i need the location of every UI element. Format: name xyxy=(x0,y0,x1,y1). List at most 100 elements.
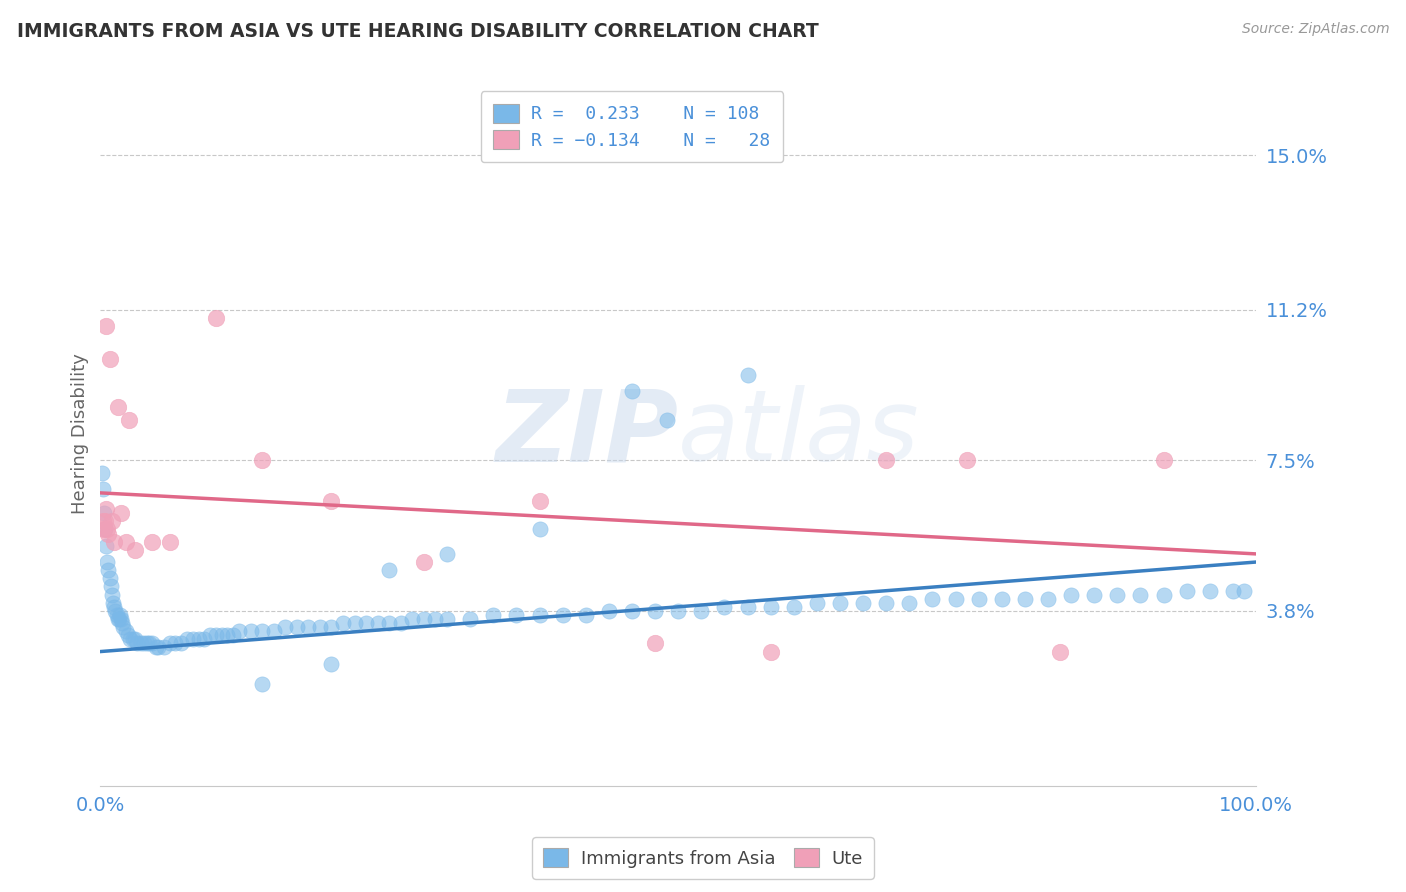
Point xyxy=(783,599,806,614)
Point xyxy=(1036,591,1059,606)
Legend: R =  0.233    N = 108, R = −0.134    N =   28: R = 0.233 N = 108, R = −0.134 N = 28 xyxy=(481,91,783,162)
Point xyxy=(1107,588,1129,602)
Text: Source: ZipAtlas.com: Source: ZipAtlas.com xyxy=(1241,22,1389,37)
Point xyxy=(250,677,273,691)
Point xyxy=(117,628,139,642)
Point xyxy=(945,591,967,606)
Point xyxy=(852,596,875,610)
Point xyxy=(138,636,160,650)
Point xyxy=(114,624,136,639)
Point xyxy=(91,514,114,528)
Point xyxy=(239,624,262,639)
Point xyxy=(285,620,308,634)
Point xyxy=(94,539,117,553)
Point xyxy=(153,640,176,655)
Point xyxy=(205,310,228,325)
Point xyxy=(737,599,759,614)
Point xyxy=(198,628,221,642)
Point xyxy=(575,607,598,622)
Point xyxy=(111,616,134,631)
Point xyxy=(297,620,319,634)
Point xyxy=(1153,453,1175,467)
Point xyxy=(620,604,643,618)
Point xyxy=(94,514,117,528)
Point xyxy=(956,453,979,467)
Point xyxy=(181,632,204,647)
Point xyxy=(1233,583,1256,598)
Point xyxy=(98,351,121,366)
Point xyxy=(1129,588,1152,602)
Point xyxy=(127,636,149,650)
Point xyxy=(250,453,273,467)
Point xyxy=(193,632,215,647)
Point xyxy=(505,607,527,622)
Point xyxy=(93,523,115,537)
Point xyxy=(103,599,125,614)
Point xyxy=(309,620,332,634)
Point xyxy=(118,412,141,426)
Point xyxy=(121,632,143,647)
Point xyxy=(690,604,713,618)
Point xyxy=(141,636,163,650)
Text: atlas: atlas xyxy=(678,385,920,483)
Point xyxy=(759,599,782,614)
Point xyxy=(598,604,620,618)
Point xyxy=(1060,588,1083,602)
Point xyxy=(1014,591,1036,606)
Point xyxy=(482,607,505,622)
Point xyxy=(146,640,169,655)
Point xyxy=(94,502,117,516)
Point xyxy=(91,482,114,496)
Point xyxy=(107,612,129,626)
Point xyxy=(413,612,436,626)
Point xyxy=(321,494,343,508)
Point xyxy=(124,542,146,557)
Point xyxy=(211,628,233,642)
Point xyxy=(367,616,389,631)
Text: IMMIGRANTS FROM ASIA VS UTE HEARING DISABILITY CORRELATION CHART: IMMIGRANTS FROM ASIA VS UTE HEARING DISA… xyxy=(17,22,818,41)
Point xyxy=(110,612,132,626)
Point xyxy=(274,620,297,634)
Point xyxy=(101,588,124,602)
Point xyxy=(96,555,118,569)
Y-axis label: Hearing Disability: Hearing Disability xyxy=(72,353,89,515)
Point xyxy=(898,596,921,610)
Point xyxy=(120,632,142,647)
Point xyxy=(110,506,132,520)
Point xyxy=(94,523,117,537)
Point xyxy=(165,636,187,650)
Point xyxy=(529,523,551,537)
Point xyxy=(875,453,897,467)
Point xyxy=(134,636,156,650)
Point xyxy=(1049,644,1071,658)
Point xyxy=(620,384,643,399)
Point xyxy=(332,616,354,631)
Point xyxy=(875,596,897,610)
Point xyxy=(250,624,273,639)
Point xyxy=(97,526,120,541)
Point xyxy=(159,534,181,549)
Point xyxy=(828,596,851,610)
Point xyxy=(105,607,128,622)
Point xyxy=(921,591,943,606)
Point xyxy=(967,591,990,606)
Point xyxy=(1198,583,1220,598)
Point xyxy=(1222,583,1244,598)
Point xyxy=(112,620,135,634)
Point xyxy=(107,401,129,415)
Point xyxy=(103,534,125,549)
Point xyxy=(135,636,157,650)
Point xyxy=(551,607,574,622)
Point xyxy=(114,534,136,549)
Point xyxy=(145,640,167,655)
Legend: Immigrants from Asia, Ute: Immigrants from Asia, Ute xyxy=(533,837,873,879)
Point xyxy=(713,599,735,614)
Point xyxy=(129,636,152,650)
Point xyxy=(343,616,366,631)
Point xyxy=(413,555,436,569)
Point xyxy=(436,612,458,626)
Point xyxy=(108,607,131,622)
Point xyxy=(263,624,285,639)
Point xyxy=(108,612,131,626)
Point xyxy=(321,620,343,634)
